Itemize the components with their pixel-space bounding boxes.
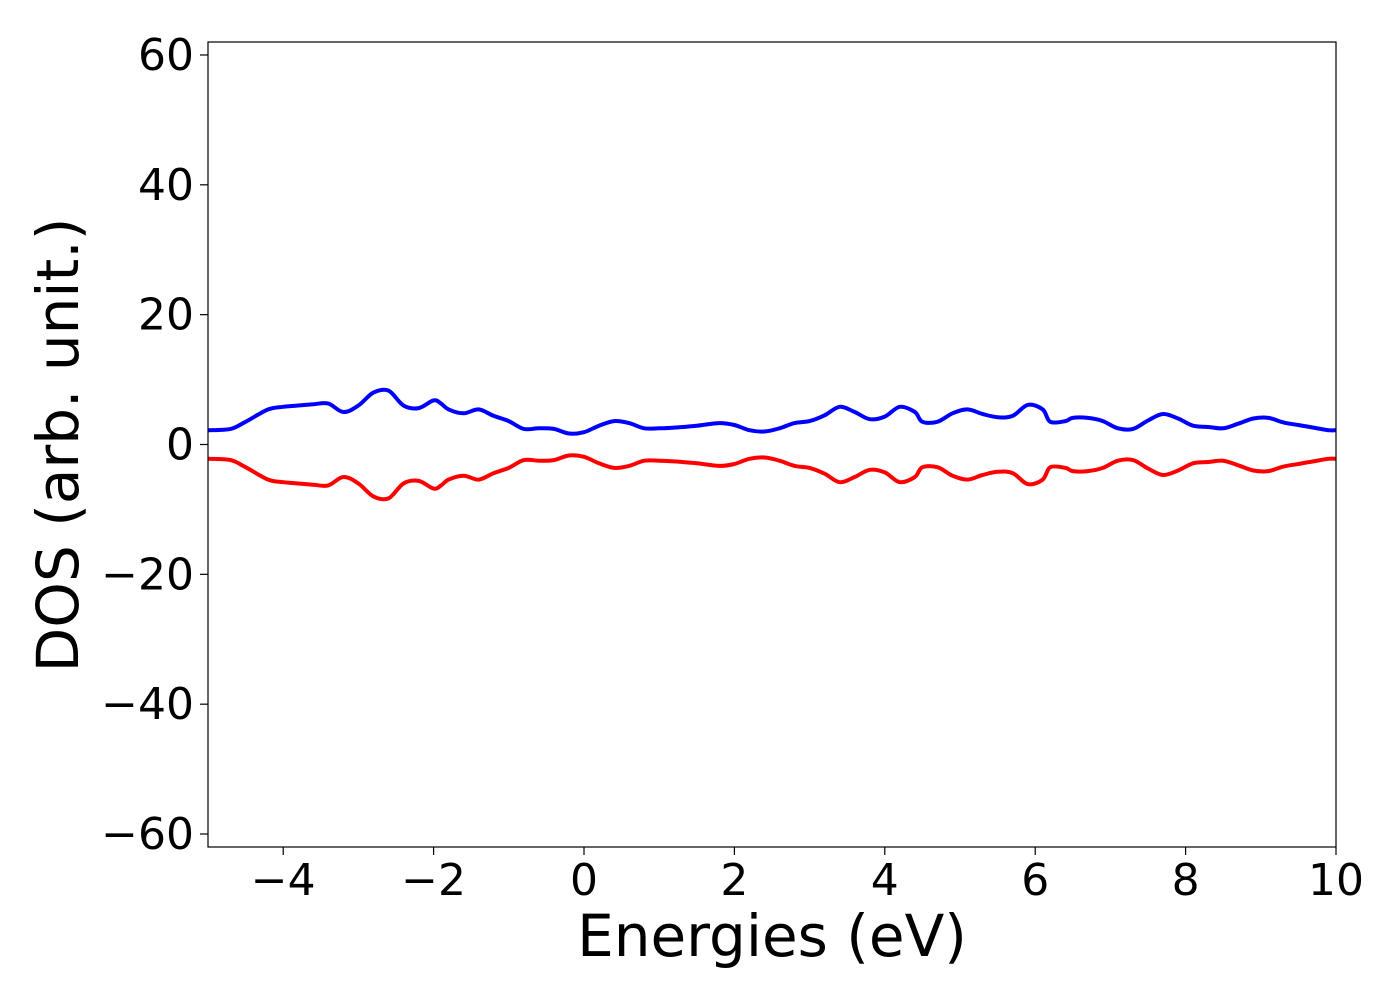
- y-axis-title: DOS (arb. unit.): [24, 218, 92, 673]
- x-tick-label: 6: [1021, 855, 1049, 906]
- y-tick-label: 20: [138, 290, 194, 341]
- series-line-negative: [208, 453, 1336, 502]
- plot-area-frame: [207, 41, 1337, 848]
- x-tick-label: −4: [251, 855, 316, 906]
- x-axis: −4 −2 0 2 4 6 8 10: [251, 847, 1364, 906]
- x-tick-label: 2: [720, 855, 748, 906]
- y-tick-label: −60: [101, 809, 194, 860]
- x-tick-label: −2: [401, 855, 466, 906]
- y-tick-label: −20: [101, 549, 194, 600]
- y-tick-label: 0: [166, 420, 194, 471]
- x-tick-label: 4: [871, 855, 899, 906]
- series-layer: [208, 387, 1336, 502]
- y-tick-label: 60: [138, 30, 194, 81]
- x-tick-label: 10: [1308, 855, 1364, 906]
- x-tick-label: 8: [1172, 855, 1200, 906]
- y-tick-label: 40: [138, 160, 194, 211]
- x-tick-label: 0: [570, 855, 598, 906]
- series-line-positive: [208, 387, 1336, 436]
- y-tick-label: −40: [101, 679, 194, 730]
- y-axis: −60 −40 −20 0 20 40 60: [101, 30, 208, 860]
- x-axis-title: Energies (eV): [577, 902, 967, 970]
